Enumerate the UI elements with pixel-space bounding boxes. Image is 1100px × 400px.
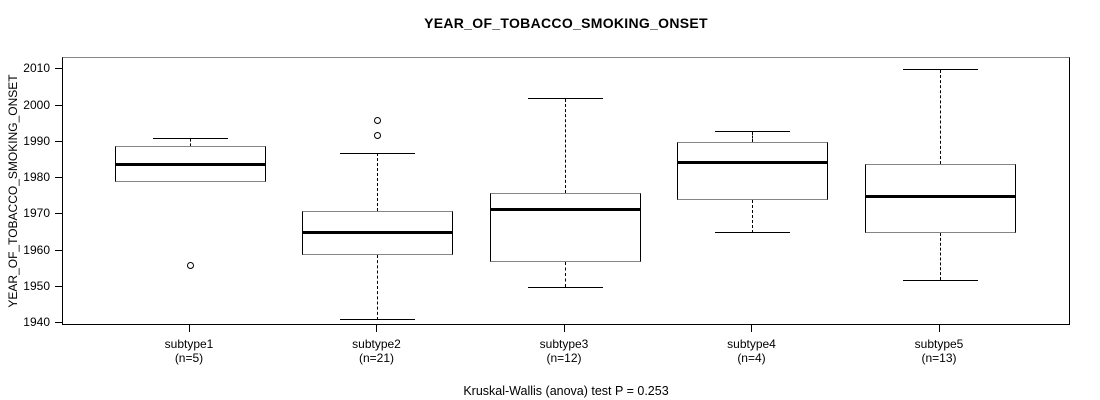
y-tick-label: 1950: [23, 278, 50, 293]
box-subtype5: [864, 164, 1016, 233]
x-category-name: subtype5: [914, 337, 964, 351]
x-tick-mark: [938, 325, 940, 332]
x-category-label: subtype5 (n=13): [859, 337, 1019, 365]
lower-whisker-cap: [340, 319, 415, 321]
x-tick-mark: [563, 325, 565, 332]
y-tick-mark: [55, 140, 62, 142]
x-category-name: subtype2: [352, 337, 401, 351]
lower-whisker-line: [939, 232, 941, 280]
lower-whisker-cap: [902, 279, 978, 281]
y-tick-label: 1980: [23, 170, 50, 185]
x-category-label: subtype3 (n=12): [484, 337, 644, 365]
x-category-n: (n=4): [737, 350, 766, 365]
x-tick-mark: [376, 325, 377, 332]
upper-whisker-cap: [902, 69, 978, 71]
outlier-point: [186, 262, 194, 270]
box-subtype4: [677, 142, 828, 201]
stat-test-annotation: Kruskal-Wallis (anova) test P = 0.253: [463, 384, 669, 398]
x-category-n: (n=5): [174, 350, 204, 365]
y-tick-mark: [55, 249, 62, 251]
x-category-name: subtype4: [727, 337, 776, 351]
x-tick-mark: [751, 325, 752, 332]
upper-whisker-line: [377, 153, 378, 212]
x-category-n: (n=21): [358, 350, 395, 365]
median-line-subtype4: [677, 160, 828, 164]
x-tick-mark: [188, 325, 190, 332]
upper-whisker-line: [939, 69, 941, 165]
x-category-name: subtype3: [539, 337, 589, 351]
upper-whisker-line: [564, 98, 566, 194]
upper-whisker-cap: [152, 138, 228, 140]
outlier-point: [374, 131, 381, 139]
lower-whisker-line: [377, 254, 378, 320]
x-category-label: subtype1 (n=5): [109, 337, 269, 365]
y-tick-label: 1990: [23, 133, 50, 148]
upper-whisker-cap: [340, 152, 415, 154]
outlier-point: [374, 117, 381, 125]
lower-whisker-line: [564, 261, 566, 288]
median-line-subtype1: [114, 162, 266, 166]
y-tick-mark: [55, 321, 62, 323]
y-tick-mark: [55, 285, 62, 287]
x-category-label: subtype4 (n=4): [672, 337, 832, 365]
y-tick-mark: [55, 68, 62, 70]
upper-whisker-line: [752, 131, 753, 143]
median-line-subtype5: [864, 195, 1016, 199]
lower-whisker-cap: [527, 286, 603, 288]
upper-whisker-cap: [715, 131, 790, 133]
y-tick-label: 1970: [23, 206, 50, 221]
median-line-subtype3: [489, 207, 641, 211]
median-line-subtype2: [302, 231, 453, 235]
x-category-name: subtype1: [164, 337, 214, 351]
upper-whisker-line: [189, 138, 191, 146]
chart-title: YEAR_OF_TOBACCO_SMOKING_ONSET: [424, 15, 708, 31]
y-tick-mark: [55, 213, 62, 215]
y-tick-label: 1940: [23, 314, 50, 329]
y-tick-mark: [55, 104, 62, 106]
x-category-label: subtype2 (n=21): [297, 337, 457, 365]
upper-whisker-cap: [527, 98, 603, 100]
y-tick-label: 1960: [23, 242, 50, 257]
x-category-n: (n=13): [921, 350, 957, 365]
lower-whisker-line: [752, 200, 753, 233]
lower-whisker-cap: [715, 232, 790, 234]
box-subtype3: [489, 193, 641, 262]
plot-area: [62, 57, 1070, 325]
y-tick-label: 2010: [23, 61, 50, 76]
y-tick-label: 2000: [23, 97, 50, 112]
x-category-n: (n=12): [546, 350, 582, 365]
y-tick-mark: [55, 177, 62, 179]
